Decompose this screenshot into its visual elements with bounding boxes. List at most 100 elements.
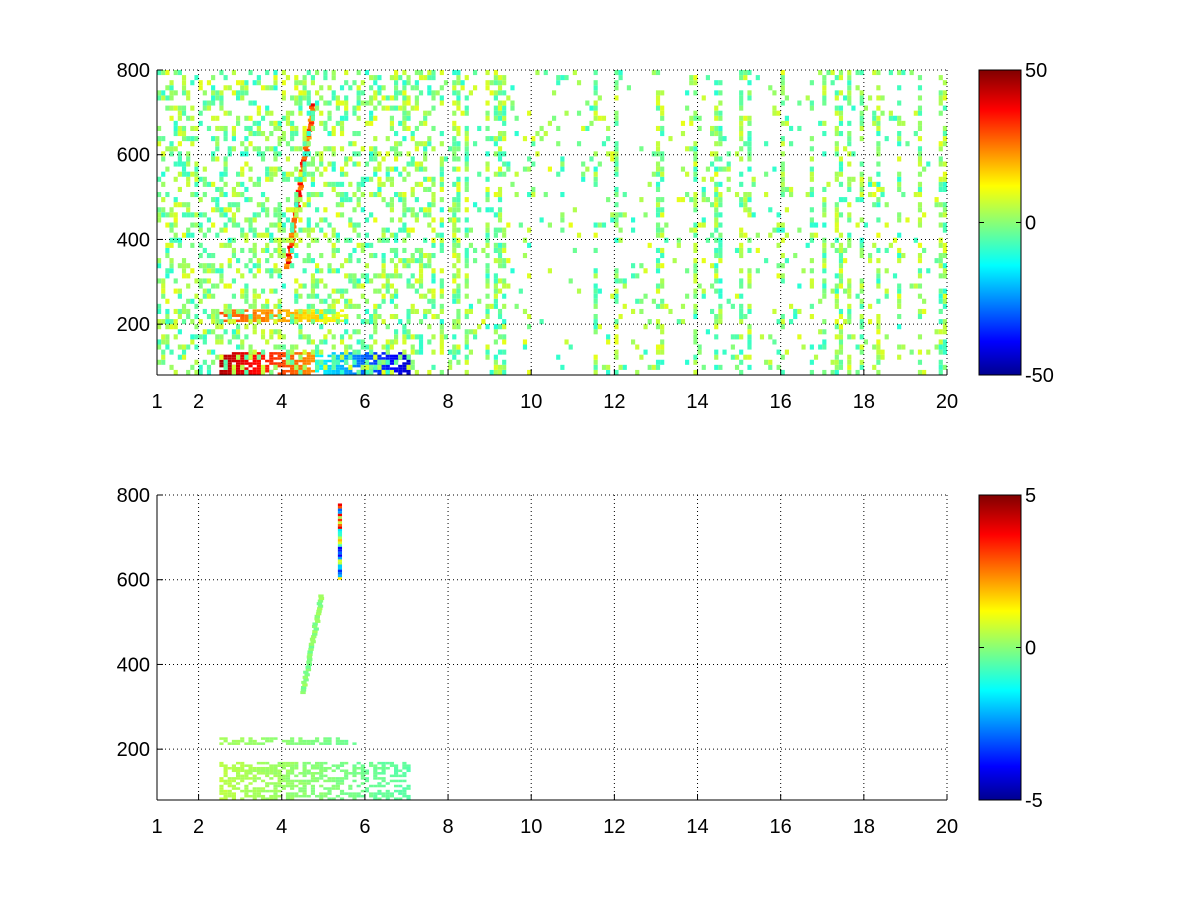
- heatmap-cell: [834, 141, 839, 147]
- heatmap-cell: [311, 635, 317, 639]
- heatmap-cell: [265, 110, 270, 116]
- heatmap-cell: [710, 232, 715, 238]
- heatmap-cell: [809, 283, 814, 289]
- heatmap-cell: [335, 372, 340, 375]
- heatmap-cell: [173, 70, 178, 76]
- heatmap-cell: [614, 166, 619, 172]
- heatmap-cell: [689, 80, 694, 86]
- heatmap-cell: [410, 85, 415, 91]
- heatmap-cell: [231, 359, 236, 363]
- heatmap-cell: [298, 197, 303, 203]
- heatmap-cell: [502, 364, 507, 370]
- heatmap-cell: [780, 278, 785, 284]
- heatmap-cell: [938, 369, 943, 375]
- heatmap-cell: [302, 311, 307, 315]
- heatmap-cell: [369, 319, 374, 325]
- heatmap-cell: [593, 90, 598, 96]
- heatmap-cell: [418, 334, 424, 340]
- heatmap-cell: [780, 176, 785, 182]
- heatmap-cell: [606, 136, 611, 142]
- heatmap-cell: [859, 70, 864, 76]
- heatmap-cell: [452, 273, 457, 279]
- heatmap-cell: [277, 303, 282, 309]
- heatmap-cell: [173, 334, 178, 340]
- heatmap-cell: [360, 90, 365, 96]
- heatmap-cell: [323, 125, 328, 131]
- heatmap-cell: [431, 125, 436, 131]
- heatmap-cell: [905, 217, 910, 223]
- heatmap-cell: [302, 227, 307, 233]
- heatmap-cell: [497, 212, 503, 218]
- heatmap-cell: [198, 319, 203, 325]
- heatmap-cell: [269, 766, 274, 770]
- heatmap-cell: [859, 115, 864, 121]
- y-tick-label: 800: [117, 60, 150, 82]
- heatmap-cell: [227, 339, 232, 345]
- heatmap-cell: [211, 222, 216, 228]
- heatmap-cell: [281, 247, 286, 253]
- heatmap-cell: [323, 364, 328, 370]
- heatmap-cell: [597, 95, 602, 101]
- heatmap-cell: [452, 197, 457, 203]
- heatmap-cell: [394, 70, 399, 76]
- heatmap-cell: [510, 105, 515, 111]
- heatmap-cell: [319, 777, 324, 780]
- heatmap-cell: [202, 263, 207, 269]
- heatmap-cell: [339, 739, 345, 743]
- heatmap-cell: [431, 227, 436, 233]
- heatmap-cell: [327, 85, 332, 91]
- heatmap-cell: [739, 334, 744, 340]
- heatmap-cell: [410, 192, 415, 198]
- heatmap-cell: [705, 329, 710, 335]
- heatmap-cell: [256, 787, 261, 790]
- heatmap-cell: [302, 784, 307, 788]
- heatmap-cell: [655, 247, 661, 253]
- heatmap-cell: [285, 764, 291, 767]
- heatmap-cell: [240, 151, 245, 157]
- heatmap-cell: [273, 212, 278, 218]
- heatmap-cell: [290, 367, 295, 370]
- heatmap-cell: [838, 263, 844, 269]
- heatmap-cell: [323, 769, 328, 773]
- heatmap-cell: [356, 794, 361, 798]
- heatmap-cell: [344, 171, 349, 177]
- heatmap-cell: [772, 105, 777, 111]
- heatmap-cell: [784, 115, 789, 121]
- heatmap-cell: [385, 105, 390, 111]
- heatmap-cell: [402, 792, 407, 795]
- heatmap-cell: [880, 354, 885, 360]
- heatmap-cell: [917, 258, 923, 264]
- heatmap-cell: [381, 784, 386, 788]
- heatmap-cell: [714, 125, 719, 131]
- heatmap-cell: [531, 186, 536, 192]
- heatmap-cell: [614, 237, 619, 243]
- heatmap-cell: [269, 772, 274, 775]
- heatmap-cell: [531, 161, 536, 167]
- heatmap-cell: [410, 273, 415, 279]
- heatmap-cell: [402, 789, 407, 793]
- heatmap-cell: [585, 166, 590, 172]
- heatmap-cell: [822, 242, 827, 248]
- heatmap-cell: [693, 227, 698, 233]
- heatmap-cell: [822, 237, 827, 243]
- heatmap-cell: [269, 120, 274, 126]
- heatmap-cell: [464, 110, 469, 116]
- heatmap-cell: [398, 789, 403, 793]
- heatmap-cell: [248, 349, 253, 355]
- heatmap-cell: [942, 136, 947, 142]
- heatmap-cell: [747, 283, 752, 289]
- heatmap-cell: [373, 369, 378, 373]
- heatmap-cell: [414, 181, 419, 187]
- heatmap-cell: [410, 344, 415, 350]
- heatmap-cell: [830, 288, 835, 294]
- heatmap-cell: [265, 761, 270, 765]
- heatmap-cell: [244, 309, 249, 312]
- heatmap-cell: [456, 95, 461, 101]
- heatmap-cell: [310, 273, 315, 279]
- heatmap-cell: [206, 349, 212, 355]
- heatmap-cell: [556, 171, 561, 177]
- heatmap-cell: [227, 779, 232, 783]
- heatmap-cell: [269, 166, 274, 172]
- heatmap-cell: [464, 232, 469, 238]
- heatmap-cell: [414, 146, 419, 152]
